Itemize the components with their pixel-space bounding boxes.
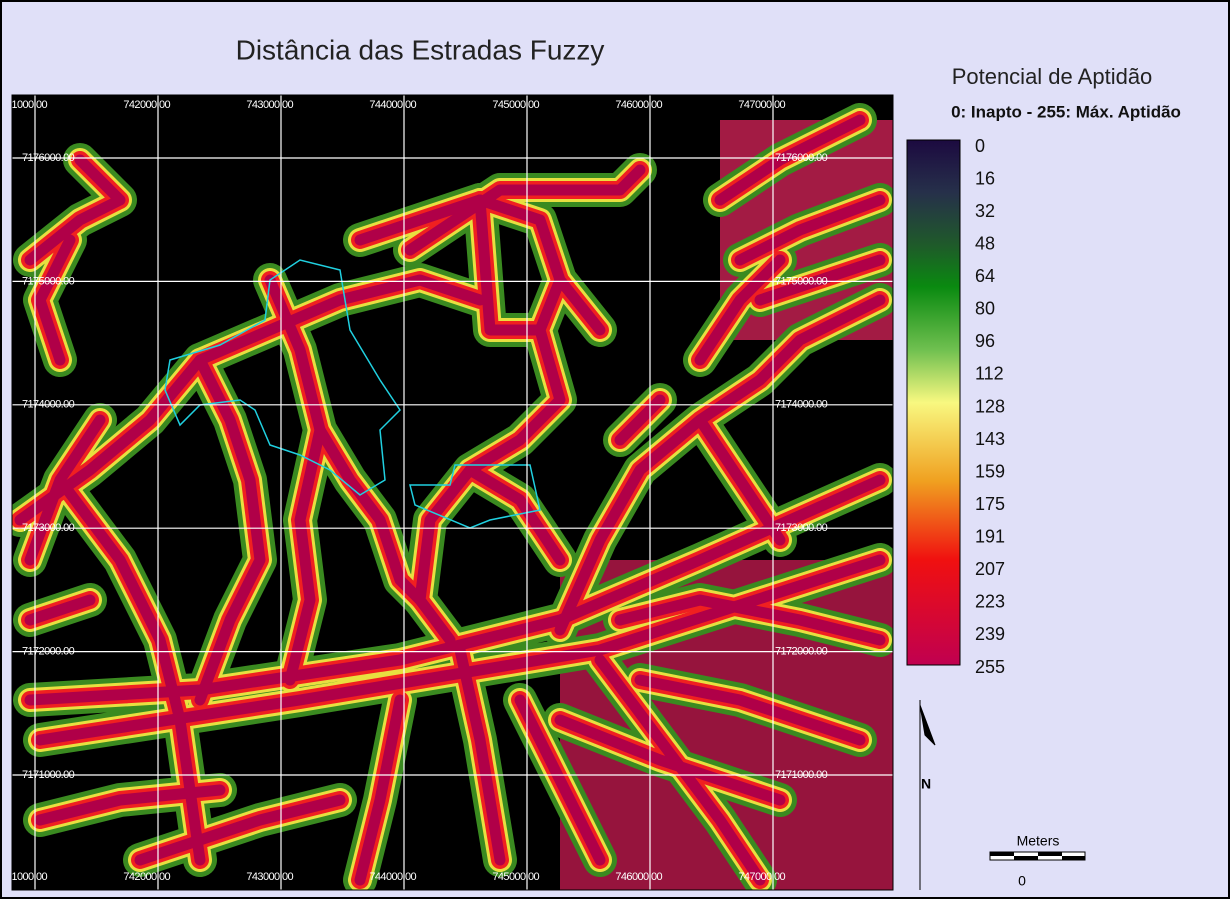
y-coordinate-label: 7175000.00 xyxy=(22,275,75,287)
y-coordinate-label: 7175000.00 xyxy=(775,275,828,287)
y-coordinate-label: 7171000.00 xyxy=(22,769,75,781)
legend-label: 16 xyxy=(975,168,995,188)
legend-label: 143 xyxy=(975,429,1005,449)
legend-label: 255 xyxy=(975,657,1005,677)
legend-label: 191 xyxy=(975,527,1005,547)
scale-zero: 0 xyxy=(1018,873,1026,889)
y-coordinate-label: 7176000.00 xyxy=(22,152,75,164)
x-coordinate-label: 742000.00 xyxy=(123,99,170,111)
y-coordinate-label: 7174000.00 xyxy=(775,399,828,411)
map-border xyxy=(11,94,894,891)
legend-label: 128 xyxy=(975,396,1005,416)
map-title: Distância das Estradas Fuzzy xyxy=(236,34,605,65)
y-coordinate-label: 7172000.00 xyxy=(22,646,75,658)
x-coordinate-label: 747000.00 xyxy=(738,871,785,883)
y-coordinate-label: 7172000.00 xyxy=(775,646,828,658)
scale-bar xyxy=(989,851,1086,861)
x-coordinate-label: 747000.00 xyxy=(738,99,785,111)
north-arrow xyxy=(919,700,936,890)
legend-title: Potencial de Aptidão xyxy=(952,64,1153,89)
legend-label: 175 xyxy=(975,494,1005,514)
legend-label: 80 xyxy=(975,299,995,319)
legend-label: 239 xyxy=(975,624,1005,644)
study-area xyxy=(164,259,401,496)
map-frame: 741000.00 741000.00 742000.00 742000.00 7430… xyxy=(0,95,893,890)
legend-label: 112 xyxy=(975,364,1004,384)
x-coordinate-label: 741000.00 xyxy=(0,99,47,111)
x-coordinate-label: 745000.00 xyxy=(492,871,539,883)
north-label: N xyxy=(921,776,931,792)
y-coordinate-label: 7171000.00 xyxy=(775,769,828,781)
legend-label: 96 xyxy=(975,331,995,351)
legend-label: 0 xyxy=(975,136,985,156)
x-coordinate-label: 741000.00 xyxy=(0,871,47,883)
legend-label: 159 xyxy=(975,461,1005,481)
x-coordinate-label: 742000.00 xyxy=(123,871,170,883)
y-coordinate-label: 7173000.00 xyxy=(22,522,75,534)
legend-label: 48 xyxy=(975,233,995,253)
y-coordinate-label: 7174000.00 xyxy=(22,399,75,411)
x-coordinate-label: 745000.00 xyxy=(492,99,539,111)
scale-unit: Meters xyxy=(1017,833,1060,849)
legend-label: 32 xyxy=(975,201,995,221)
x-coordinate-label: 744000.00 xyxy=(369,99,416,111)
y-coordinate-label: 7176000.00 xyxy=(775,152,828,164)
x-coordinate-label: 744000.00 xyxy=(369,871,416,883)
x-coordinate-label: 746000.00 xyxy=(615,99,662,111)
y-coordinate-label: 7173000.00 xyxy=(775,522,828,534)
color-ramp xyxy=(906,139,961,666)
legend-label: 223 xyxy=(975,592,1005,612)
x-coordinate-label: 743000.00 xyxy=(246,871,293,883)
legend-label: 64 xyxy=(975,266,995,286)
legend-label: 207 xyxy=(975,559,1005,579)
study-area xyxy=(409,464,541,529)
x-coordinate-label: 743000.00 xyxy=(246,99,293,111)
legend-subtitle: 0: Inapto - 255: Máx. Aptidão xyxy=(951,102,1181,121)
x-coordinate-label: 746000.00 xyxy=(615,871,662,883)
